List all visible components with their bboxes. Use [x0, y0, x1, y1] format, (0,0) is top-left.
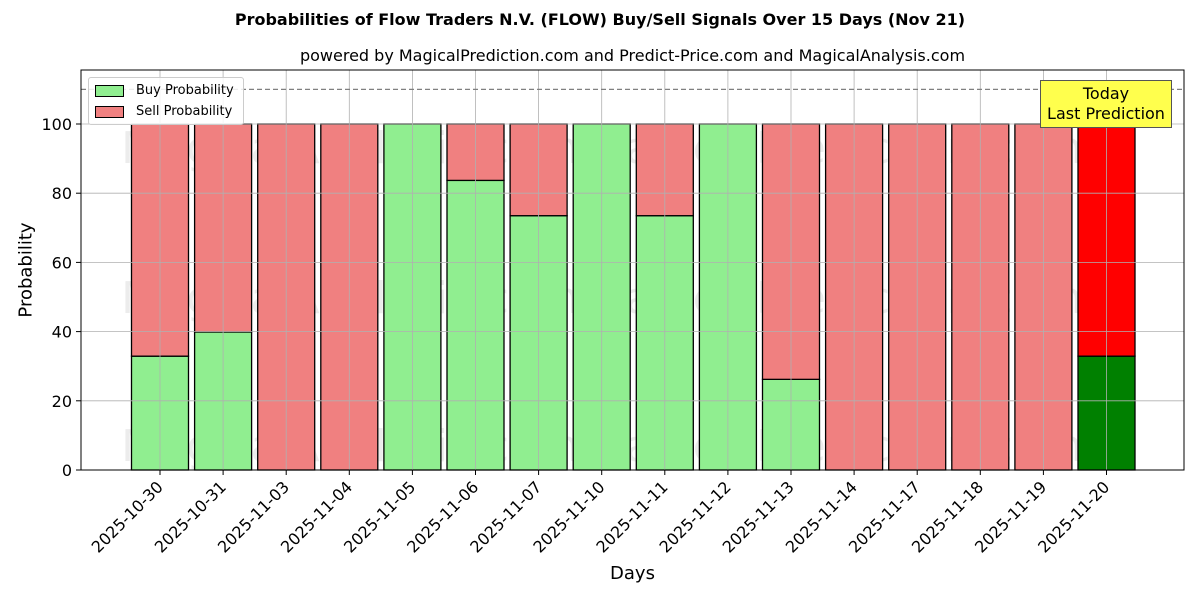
legend-item-sell: Sell Probability [95, 104, 232, 119]
annotation-line-2: Last Prediction [1047, 104, 1165, 123]
y-tick-label: 0 [62, 461, 72, 480]
y-tick-label: 100 [41, 115, 72, 134]
y-tick-label: 20 [52, 392, 72, 411]
y-tick-label: 80 [52, 184, 72, 203]
legend-item-buy: Buy Probability [95, 83, 234, 98]
buy-swatch-icon [95, 84, 124, 97]
x-axis-label: Days [610, 563, 655, 584]
legend-label-sell: Sell Probability [136, 104, 233, 119]
legend-label-buy: Buy Probability [136, 83, 234, 98]
y-tick-label: 60 [52, 253, 72, 272]
chart-subtitle: powered by MagicalPrediction.com and Pre… [299, 46, 966, 65]
annotation-line-1: Today [1082, 84, 1130, 103]
today-annotation: Today Last Prediction [1040, 80, 1172, 128]
chart-title: Probabilities of Flow Traders N.V. (FLOW… [234, 10, 966, 29]
legend: Buy Probability Sell Probability [88, 77, 244, 125]
sell-swatch-icon [95, 105, 124, 118]
y-tick-label: 40 [52, 323, 72, 342]
